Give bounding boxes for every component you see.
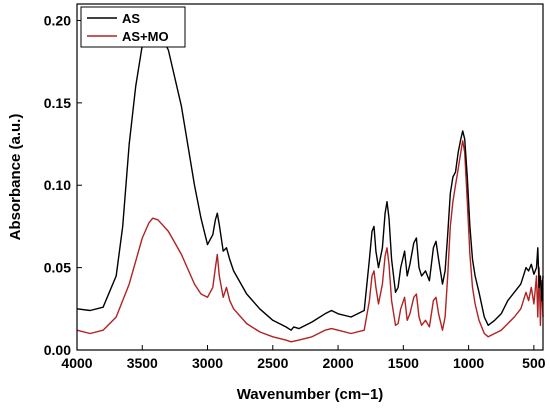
x-tick-label: 3000 bbox=[192, 355, 223, 371]
series-line-as bbox=[76, 24, 544, 331]
y-tick-label: 0.05 bbox=[44, 260, 71, 276]
y-axis-title: Absorbance (a.u.) bbox=[7, 114, 24, 241]
legend-label-as: AS bbox=[122, 11, 140, 26]
x-tick-label: 1500 bbox=[388, 355, 419, 371]
x-tick-label: 2000 bbox=[322, 355, 353, 371]
y-tick-label: 0.20 bbox=[44, 12, 71, 28]
series-line-as-mo bbox=[76, 140, 544, 343]
x-tick-label: 1000 bbox=[453, 355, 484, 371]
x-tick-label: 3500 bbox=[127, 355, 158, 371]
x-tick-label: 4000 bbox=[61, 355, 92, 371]
series-layer bbox=[76, 24, 544, 343]
legend: AS AS+MO bbox=[80, 6, 186, 48]
legend-box bbox=[80, 6, 186, 48]
y-tick-label: 0.10 bbox=[44, 177, 71, 193]
x-axis-title: Wavenumber (cm−1) bbox=[237, 386, 384, 403]
x-tick-label: 500 bbox=[522, 355, 546, 371]
ticks-layer: 4000 3500 3000 2500 2000 1500 1000 500 0.00 0.05 0… bbox=[44, 12, 546, 371]
y-tick-label: 0.15 bbox=[44, 95, 71, 111]
x-tick-label: 2500 bbox=[257, 355, 288, 371]
plot-frame bbox=[76, 3, 544, 351]
y-tick-label: 0.00 bbox=[44, 342, 71, 358]
legend-label-as-mo: AS+MO bbox=[122, 29, 169, 44]
